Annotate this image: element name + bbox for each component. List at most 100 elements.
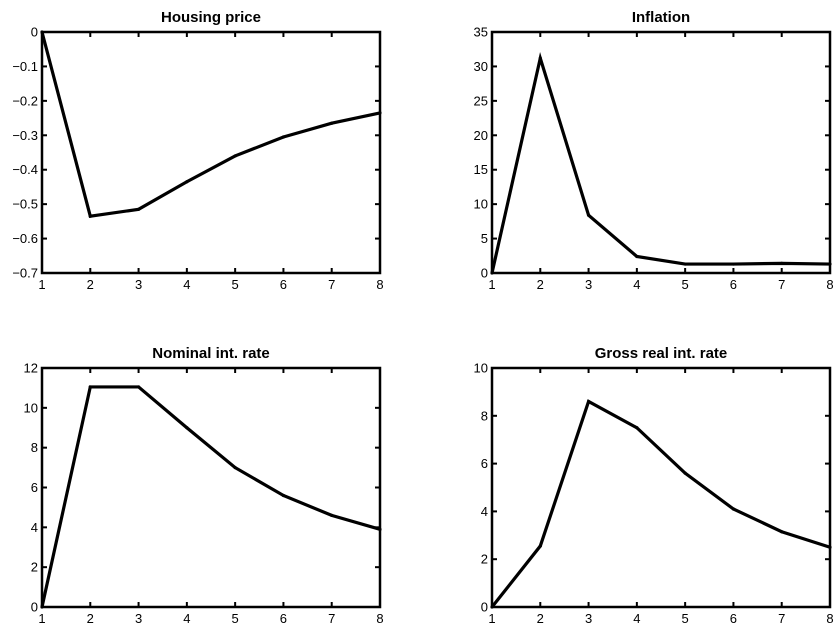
data-point <box>136 207 141 211</box>
x-tick-label: 7 <box>778 277 785 292</box>
data-point <box>281 135 286 139</box>
axes-frame <box>40 30 382 275</box>
y-tick-label: 10 <box>474 361 488 376</box>
x-tick-label: 5 <box>232 611 239 626</box>
x-tick-label: 1 <box>38 611 45 626</box>
x-tick-label: 2 <box>537 277 544 292</box>
chart-panel-2: Inflation 0 5 10 15 20 25 30 35 1 2 3 4 5 6 7 8 <box>474 9 834 292</box>
x-tick-label: 2 <box>87 611 94 626</box>
data-point <box>538 544 542 548</box>
x-tick-label: 8 <box>376 277 383 292</box>
y-tick-label: 10 <box>474 197 488 212</box>
series-line <box>40 385 381 608</box>
data-point <box>586 213 591 217</box>
axes-frame <box>490 30 832 275</box>
y-tick-label: 30 <box>474 59 488 74</box>
x-tick-label: 8 <box>826 611 833 626</box>
data-point <box>88 214 92 218</box>
x-tick-label: 3 <box>135 611 142 626</box>
x-tick-label: 4 <box>633 611 640 626</box>
data-point <box>731 507 736 511</box>
data-point <box>136 385 141 389</box>
x-tick-label: 3 <box>585 611 592 626</box>
data-point <box>281 493 286 498</box>
data-point <box>731 262 736 266</box>
data-point <box>233 154 237 158</box>
x-tick-label: 1 <box>38 277 45 292</box>
data-point <box>586 399 591 404</box>
y-tick-label: 6 <box>481 456 488 471</box>
data-point <box>185 426 189 430</box>
data-point <box>330 121 334 125</box>
y-tick-label: 0 <box>481 600 488 615</box>
x-tick-label: 8 <box>826 277 833 292</box>
x-tick-label: 4 <box>183 611 190 626</box>
x-tick-label: 5 <box>232 277 239 292</box>
y-tick-label: −0.3 <box>12 128 38 143</box>
data-point <box>683 262 687 266</box>
x-tick-label: 4 <box>183 277 190 292</box>
y-tick-label: −0.1 <box>12 59 38 74</box>
y-tick-label: 5 <box>481 231 488 246</box>
data-point <box>330 513 334 517</box>
y-tick-label: 4 <box>31 520 38 535</box>
y-tick-label: 25 <box>474 93 488 108</box>
x-tick-label: 5 <box>682 277 689 292</box>
data-point <box>233 465 237 470</box>
data-point <box>538 56 542 60</box>
y-tick-label: 20 <box>474 128 488 143</box>
y-tick-label: 0 <box>31 600 38 615</box>
x-tick-label: 3 <box>585 277 592 292</box>
y-tick-label: 15 <box>474 162 488 177</box>
data-point <box>635 426 639 430</box>
y-tick-label: 6 <box>31 480 38 495</box>
data-point <box>185 180 189 184</box>
x-tick-label: 7 <box>328 277 335 292</box>
series-line <box>40 31 381 218</box>
data-point <box>635 254 639 259</box>
y-tick-label: −0.2 <box>12 93 38 108</box>
x-tick-label: 6 <box>280 277 287 292</box>
x-tick-label: 7 <box>778 611 785 626</box>
data-point <box>683 471 687 475</box>
x-tick-label: 7 <box>328 611 335 626</box>
x-tick-label: 2 <box>87 277 94 292</box>
chart-title: Inflation <box>632 9 690 26</box>
x-tick-label: 6 <box>730 611 737 626</box>
y-tick-label: 2 <box>31 560 38 575</box>
x-tick-label: 8 <box>376 611 383 626</box>
y-tick-label: 4 <box>481 504 488 519</box>
y-tick-label: 10 <box>24 400 38 415</box>
axes-frame <box>490 366 832 609</box>
y-tick-label: 0 <box>31 25 38 40</box>
y-tick-label: 8 <box>481 408 488 423</box>
x-tick-label: 1 <box>488 611 495 626</box>
x-tick-label: 1 <box>488 277 495 292</box>
y-tick-label: 12 <box>24 361 38 376</box>
chart-title: Housing price <box>161 9 261 26</box>
x-tick-label: 4 <box>633 277 640 292</box>
x-tick-label: 3 <box>135 277 142 292</box>
data-point <box>780 261 784 265</box>
x-tick-label: 6 <box>280 611 287 626</box>
y-tick-label: 0 <box>481 266 488 281</box>
x-tick-label: 6 <box>730 277 737 292</box>
y-tick-label: −0.4 <box>12 162 38 177</box>
chart-title: Nominal int. rate <box>152 345 270 362</box>
data-point <box>88 385 92 389</box>
axes-frame <box>40 366 382 609</box>
y-tick-label: −0.7 <box>12 266 38 281</box>
series-line <box>490 51 831 274</box>
x-tick-label: 5 <box>682 611 689 626</box>
y-tick-label: 8 <box>31 440 38 455</box>
x-tick-label: 2 <box>537 611 544 626</box>
y-tick-label: −0.6 <box>12 231 38 246</box>
data-point <box>780 530 784 534</box>
chart-panel-1: Housing price 0 −0.1 −0.2 −0.3 −0.4 −0.5 −0.6 −0… <box>12 9 383 292</box>
y-tick-label: −0.5 <box>12 197 38 212</box>
y-tick-label: 2 <box>481 552 488 567</box>
chart-title: Gross real int. rate <box>595 345 728 362</box>
